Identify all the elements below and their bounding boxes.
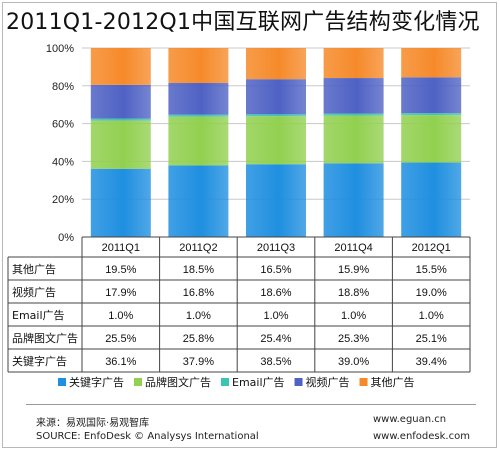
legend-swatch bbox=[294, 378, 303, 386]
legend-swatch bbox=[359, 378, 368, 386]
y-tick-label: 100% bbox=[46, 43, 74, 55]
legend-label: 视频广告 bbox=[306, 375, 350, 389]
y-tick-label: 80% bbox=[52, 81, 74, 93]
footer-divider bbox=[26, 404, 476, 405]
data-label: 25.3% bbox=[338, 333, 369, 345]
x-tick-label: 2011Q4 bbox=[334, 242, 372, 254]
data-label: 18.6% bbox=[260, 287, 291, 299]
bar-segment bbox=[168, 165, 229, 237]
data-label: 18.8% bbox=[338, 287, 369, 299]
data-label: 25.1% bbox=[416, 333, 447, 345]
bar-segment bbox=[168, 82, 229, 115]
table-row-label: 视频广告 bbox=[12, 285, 56, 299]
data-label: 25.4% bbox=[260, 333, 291, 345]
chart-title: 2011Q1-2012Q1中国互联网广告结构变化情况 bbox=[6, 10, 480, 35]
bar-segment bbox=[90, 118, 151, 121]
x-tick-label: 2011Q3 bbox=[257, 242, 295, 254]
y-tick-label: 0% bbox=[58, 232, 74, 244]
data-label: 19.0% bbox=[416, 287, 447, 299]
table-row-label: 品牌图文广告 bbox=[12, 331, 78, 345]
bar-segment bbox=[90, 48, 151, 85]
bar-segment bbox=[401, 77, 462, 114]
data-label: 15.5% bbox=[416, 264, 447, 276]
data-label: 1.0% bbox=[263, 310, 288, 322]
bar-segment bbox=[246, 116, 306, 165]
data-label: 25.8% bbox=[183, 333, 214, 345]
bar-segment bbox=[246, 114, 306, 117]
data-label: 37.9% bbox=[183, 356, 214, 368]
bar-segment bbox=[401, 113, 462, 116]
bar-segment bbox=[401, 48, 462, 78]
bar-segment bbox=[323, 48, 384, 79]
source-en: SOURCE: EnfoDesk © Analysys Internationa… bbox=[36, 431, 259, 442]
legend-label: Email广告 bbox=[232, 376, 285, 389]
bar-segment bbox=[401, 115, 462, 163]
bar-segment bbox=[168, 114, 229, 117]
bar-segment bbox=[323, 113, 384, 116]
bar-segment bbox=[90, 168, 151, 237]
bar-segment bbox=[168, 48, 229, 83]
legend-swatch bbox=[134, 378, 142, 386]
data-label: 39.4% bbox=[416, 356, 447, 368]
bar-segment bbox=[246, 164, 306, 237]
data-label: 16.5% bbox=[260, 264, 291, 276]
table-row-label: Email广告 bbox=[12, 309, 65, 322]
bar-segment bbox=[90, 120, 151, 169]
x-tick-label: 2012Q1 bbox=[412, 242, 451, 254]
data-label: 18.5% bbox=[183, 264, 214, 276]
bar-segment bbox=[401, 162, 462, 237]
bar-segment bbox=[246, 48, 306, 80]
data-label: 38.5% bbox=[260, 356, 291, 368]
data-label: 25.5% bbox=[105, 333, 136, 345]
legend-swatch bbox=[221, 378, 229, 386]
data-label: 16.8% bbox=[183, 287, 214, 299]
y-tick-label: 60% bbox=[52, 119, 74, 131]
legend-label: 关键字广告 bbox=[69, 375, 124, 389]
x-tick-label: 2011Q1 bbox=[102, 242, 140, 254]
data-label: 19.5% bbox=[105, 264, 136, 276]
table-row-label: 其他广告 bbox=[12, 263, 56, 276]
x-tick-label: 2011Q2 bbox=[179, 242, 217, 254]
bar-segment bbox=[323, 78, 384, 114]
data-label: 1.0% bbox=[186, 310, 211, 322]
bar-segment bbox=[90, 84, 151, 119]
data-label: 36.1% bbox=[105, 356, 136, 368]
bar-segment bbox=[246, 79, 306, 115]
bar-segment bbox=[323, 115, 384, 164]
source-cn: 来源：易观国际·易观智库 bbox=[36, 418, 150, 429]
site-url-1: www.eguan.cn bbox=[373, 414, 447, 425]
data-label: 1.0% bbox=[341, 310, 366, 322]
bar-segment bbox=[323, 163, 384, 237]
data-label: 1.0% bbox=[419, 310, 444, 322]
legend-label: 其他广告 bbox=[371, 376, 415, 389]
legend-label: 品牌图文广告 bbox=[145, 375, 211, 389]
chart-frame bbox=[2, 2, 497, 448]
y-tick-label: 20% bbox=[52, 194, 74, 206]
legend-swatch bbox=[58, 378, 66, 386]
data-label: 17.9% bbox=[105, 287, 136, 299]
y-tick-label: 40% bbox=[52, 156, 74, 168]
table-row-label: 关键字广告 bbox=[12, 354, 67, 368]
bar-segment bbox=[168, 116, 229, 166]
data-label: 15.9% bbox=[338, 264, 369, 276]
data-label: 39.0% bbox=[338, 356, 369, 368]
site-url-2: www.enfodesk.com bbox=[373, 431, 470, 442]
data-label: 1.0% bbox=[108, 310, 133, 322]
